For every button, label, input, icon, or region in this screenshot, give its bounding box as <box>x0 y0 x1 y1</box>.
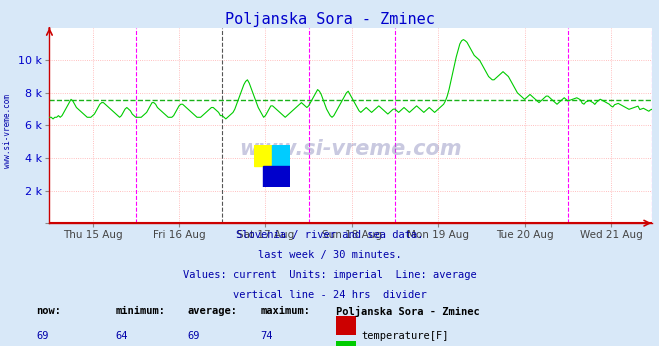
Text: last week / 30 minutes.: last week / 30 minutes. <box>258 250 401 260</box>
Text: vertical line - 24 hrs  divider: vertical line - 24 hrs divider <box>233 290 426 300</box>
Bar <box>254 145 272 166</box>
Text: maximum:: maximum: <box>260 306 310 316</box>
Text: 69: 69 <box>36 331 49 341</box>
Text: 74: 74 <box>260 331 273 341</box>
Text: 69: 69 <box>188 331 200 341</box>
Text: average:: average: <box>188 306 238 316</box>
Text: www.si-vreme.com: www.si-vreme.com <box>240 139 462 159</box>
Text: now:: now: <box>36 306 61 316</box>
Text: Values: current  Units: imperial  Line: average: Values: current Units: imperial Line: av… <box>183 270 476 280</box>
Text: Poljanska Sora - Zminec: Poljanska Sora - Zminec <box>336 306 480 317</box>
Text: www.si-vreme.com: www.si-vreme.com <box>3 94 13 169</box>
Text: minimum:: minimum: <box>115 306 165 316</box>
Text: 64: 64 <box>115 331 128 341</box>
Bar <box>263 166 290 187</box>
Text: temperature[F]: temperature[F] <box>361 331 449 341</box>
Text: Slovenia / river and sea data.: Slovenia / river and sea data. <box>236 230 423 240</box>
Text: Poljanska Sora - Zminec: Poljanska Sora - Zminec <box>225 12 434 27</box>
Bar <box>272 145 290 166</box>
